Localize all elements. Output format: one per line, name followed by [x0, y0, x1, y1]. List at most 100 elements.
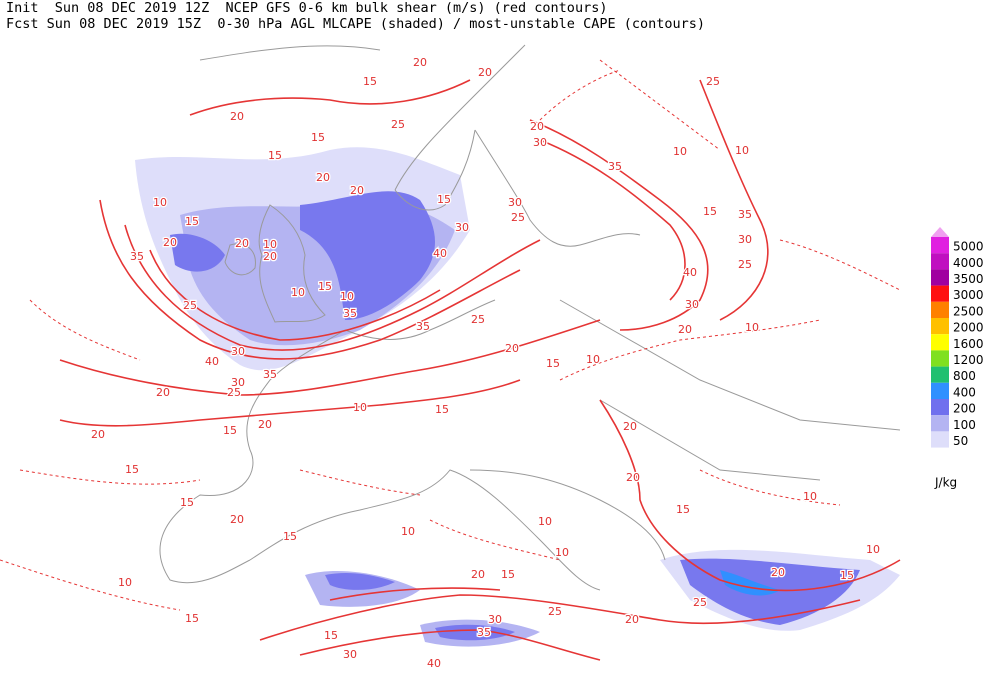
legend-label: 800 — [953, 369, 976, 383]
contour-label: 15 — [185, 612, 199, 625]
contour-label: 15 — [501, 568, 515, 581]
contour-label: 20 — [156, 386, 170, 399]
contour-label: 10 — [263, 238, 277, 251]
contour-label: 15 — [435, 403, 449, 416]
contour-label: 20 — [163, 236, 177, 249]
contour-label: 20 — [230, 513, 244, 526]
contour-label: 30 — [231, 345, 245, 358]
contour-label: 10 — [401, 525, 415, 538]
contour-label: 40 — [205, 355, 219, 368]
contour-label: 10 — [340, 290, 354, 303]
legend-swatch — [931, 399, 949, 416]
contour-label: 20 — [530, 120, 544, 133]
contour-label: 30 — [738, 233, 752, 246]
contour-label: 20 — [505, 342, 519, 355]
legend-label: 2500 — [953, 304, 984, 318]
legend-label: 1600 — [953, 337, 984, 351]
legend-swatch — [931, 237, 949, 254]
contour-label: 10 — [353, 401, 367, 414]
contour-label: 25 — [471, 313, 485, 326]
contour-label: 25 — [693, 596, 707, 609]
contour-label: 15 — [311, 131, 325, 144]
legend-swatch — [931, 269, 949, 286]
contour-label: 15 — [546, 357, 560, 370]
contour-label: 15 — [703, 205, 717, 218]
contour-label: 10 — [118, 576, 132, 589]
contour-label: 40 — [683, 266, 697, 279]
contour-label: 30 — [508, 196, 522, 209]
contour-label: 20 — [230, 110, 244, 123]
contour-label: 10 — [673, 145, 687, 158]
contour-label: 10 — [735, 144, 749, 157]
contour-label: 40 — [427, 657, 441, 670]
contour-label: 10 — [538, 515, 552, 528]
contour-label: 20 — [235, 237, 249, 250]
contour-label: 20 — [471, 568, 485, 581]
contour-label: 10 — [745, 321, 759, 334]
contour-label: 35 — [608, 160, 622, 173]
legend-swatch — [931, 382, 949, 399]
contour-label: 15 — [268, 149, 282, 162]
legend-label: 3500 — [953, 272, 984, 286]
legend-label: 1200 — [953, 353, 984, 367]
contour-label: 35 — [130, 250, 144, 263]
contour-label: 20 — [258, 418, 272, 431]
contour-label: 35 — [343, 307, 357, 320]
contour-label: 30 — [455, 221, 469, 234]
coastlines — [159, 44, 901, 591]
contour-label: 20 — [263, 250, 277, 263]
contour-label: 10 — [153, 196, 167, 209]
cape-shading — [135, 147, 900, 647]
contour-label: 25 — [738, 258, 752, 271]
contour-label: 15 — [363, 75, 377, 88]
legend-label: 4000 — [953, 256, 984, 270]
legend-swatch — [931, 350, 949, 367]
legend-units: J/kg — [934, 476, 957, 490]
legend-label: 200 — [953, 402, 976, 416]
legend-swatch — [931, 334, 949, 351]
legend-swatch — [931, 253, 949, 270]
contour-label: 20 — [623, 420, 637, 433]
contour-label: 10 — [555, 546, 569, 559]
contour-label: 15 — [180, 496, 194, 509]
contour-label: 15 — [676, 503, 690, 516]
header-forecast: Fcst Sun 08 DEC 2019 15Z 0-30 hPa AGL ML… — [6, 16, 705, 32]
contour-label: 15 — [125, 463, 139, 476]
contour-label: 20 — [91, 428, 105, 441]
contour-label: 10 — [291, 286, 305, 299]
contour-label: 10 — [586, 353, 600, 366]
legend-swatch — [931, 431, 949, 448]
contour-label: 20 — [413, 56, 427, 69]
contour-label: 20 — [350, 184, 364, 197]
contour-label: 30 — [685, 298, 699, 311]
legend-arrow — [931, 227, 949, 237]
contour-label: 30 — [488, 613, 502, 626]
legend-label: 2000 — [953, 321, 984, 335]
contour-label: 25 — [227, 386, 241, 399]
legend-label: 5000 — [953, 240, 984, 254]
contour-label: 25 — [391, 118, 405, 131]
legend-swatch — [931, 301, 949, 318]
contour-label: 35 — [738, 208, 752, 221]
contour-label: 25 — [706, 75, 720, 88]
contour-label: 35 — [263, 368, 277, 381]
contour-label: 15 — [318, 280, 332, 293]
contour-label: 10 — [803, 490, 817, 503]
contour-label: 15 — [437, 193, 451, 206]
contour-label: 20 — [771, 566, 785, 579]
header-init: Init Sun 08 DEC 2019 12Z NCEP GFS 0-6 km… — [6, 0, 608, 16]
legend-label: 50 — [953, 434, 968, 448]
contour-label: 25 — [511, 211, 525, 224]
contour-label: 15 — [283, 530, 297, 543]
contour-label: 15 — [840, 569, 854, 582]
legend-label: 3000 — [953, 288, 984, 302]
contour-label: 40 — [433, 247, 447, 260]
contour-label: 35 — [477, 626, 491, 639]
legend-label: 100 — [953, 418, 976, 432]
contour-label: 20 — [678, 323, 692, 336]
contour-label: 30 — [231, 376, 245, 389]
contour-label: 15 — [223, 424, 237, 437]
legend-swatch — [931, 318, 949, 335]
